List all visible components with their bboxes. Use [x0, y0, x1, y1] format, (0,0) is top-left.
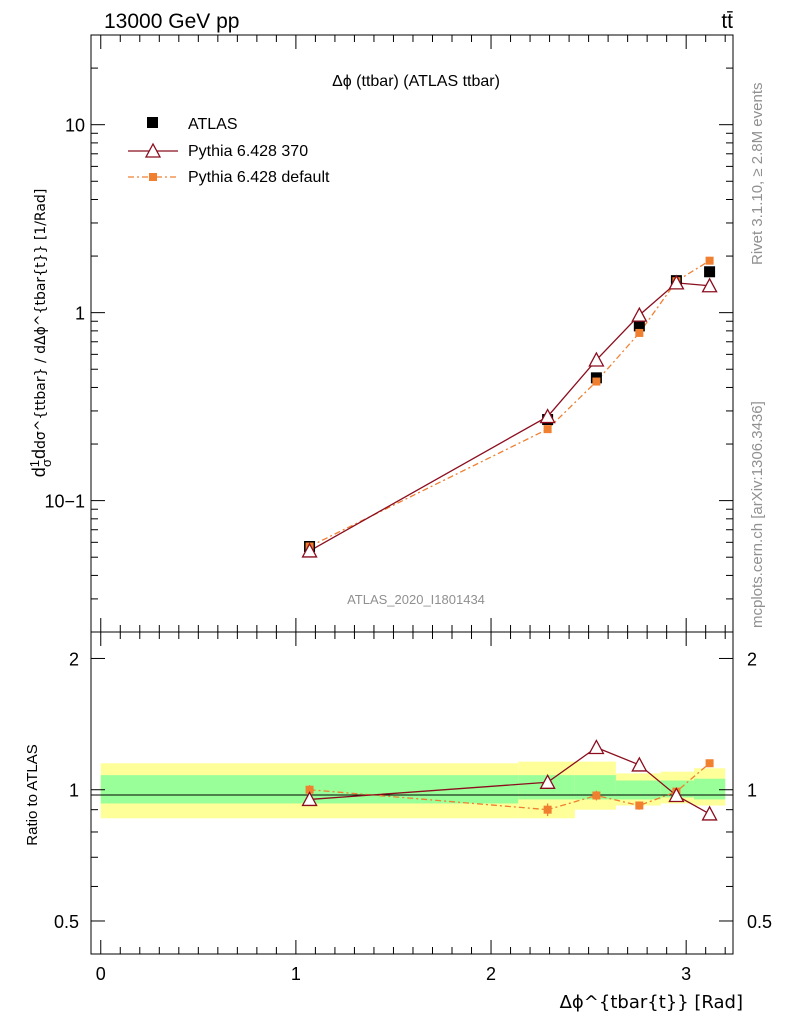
main-y-tick-label: 1 — [75, 304, 85, 324]
x-tick-label: 1 — [291, 964, 301, 984]
atlas-point — [633, 320, 645, 332]
ratio-370-point — [701, 805, 718, 821]
main-y-axis-label: d1σddσ^{ttbar} / dΔϕ^{tbar{t}} [1/Rad] — [27, 189, 54, 478]
ratio-default-point — [592, 791, 601, 800]
main-panel: 10−1 1 10 Δϕ (ttbar) (ATLAS ttbar) ATLAS_2… — [44, 34, 734, 633]
legend-default-marker — [149, 173, 157, 181]
ratio-y-tick-label-right: 2 — [747, 649, 757, 669]
legend-370-marker — [144, 142, 162, 158]
ratio-default-point — [305, 785, 314, 794]
ratio-370-point — [301, 791, 318, 807]
ratio-370-point — [631, 756, 648, 772]
ratio-y-tick-label-right: 1 — [747, 781, 757, 801]
ratio-frame — [90, 631, 734, 955]
process-label: tt̄ — [721, 10, 733, 33]
legend: ATLAS Pythia 6.428 370 Pythia 6.428 defa… — [128, 116, 330, 186]
y-label-expr: dσ^{ttbar} / dΔϕ^{tbar{t}} [1/Rad] — [33, 189, 49, 449]
ratio-y-tick-label: 2 — [69, 649, 79, 669]
ratio-y-label: Ratio to ATLAS — [24, 744, 41, 845]
energy-label: 13000 GeV pp — [104, 10, 239, 33]
ratio-y-tick-label: 1 — [69, 781, 79, 801]
x-axis-label: Δϕ^{tbar{t}} [Rad] — [560, 992, 743, 1013]
default-point — [705, 256, 714, 265]
legend-370: Pythia 6.428 370 — [188, 143, 308, 160]
ratio-default-point — [635, 801, 644, 810]
main-series-lines — [309, 260, 710, 552]
ratio-default-point — [705, 759, 714, 768]
ratio-370-point — [588, 739, 605, 755]
ratio-y-tick-label-right: 0.5 — [747, 912, 772, 932]
ratio-370-point — [668, 787, 685, 803]
x-tick-label: 0 — [96, 964, 106, 984]
ratio-y-tick-label: 0.5 — [54, 912, 79, 932]
source-label: mcplots.cern.ch [arXiv:1306.3436] — [749, 401, 766, 628]
ratio-band-green — [615, 780, 661, 800]
legend-default: Pythia 6.428 default — [188, 169, 330, 186]
default-point — [592, 377, 601, 386]
main-y-tick-label: 10−1 — [44, 492, 85, 512]
370-point — [701, 277, 718, 293]
370-point — [539, 408, 556, 424]
legend-atlas: ATLAS — [188, 116, 238, 133]
ratio-line-default — [309, 762, 711, 811]
ratio-band-green — [693, 778, 726, 800]
x-tick-label: 2 — [486, 964, 496, 984]
series-line-default — [309, 260, 710, 548]
svg-text:d1σddσ^{ttbar} / dΔϕ^{tbar{t}}: d1σddσ^{ttbar} / dΔϕ^{tbar{t}} [1/Rad] — [27, 189, 54, 478]
370-point — [668, 274, 685, 290]
ratio-panel: 0 1 2 3 0.5 0.5 1 1 2 2 — [54, 631, 772, 984]
analysis-label: ATLAS_2020_I1801434 — [347, 592, 485, 607]
ratio-axis-ticks: 0 1 2 3 0.5 0.5 1 1 2 2 — [54, 632, 772, 984]
atlas-point — [704, 266, 716, 278]
default-point — [635, 328, 644, 337]
ratio-default-point — [543, 805, 552, 814]
370-point — [301, 542, 318, 558]
ratio-uncertainty-bands — [100, 761, 726, 819]
main-axis-ticks: 10−1 1 10 — [44, 34, 733, 633]
legend-atlas-marker — [147, 117, 158, 128]
main-y-tick-label: 10 — [65, 116, 85, 136]
rivet-label: Rivet 3.1.10, ≥ 2.8M events — [749, 83, 766, 266]
ratio-370-point — [539, 773, 556, 789]
main-series-markers — [301, 256, 718, 558]
ratio-series-markers — [301, 739, 718, 821]
370-point — [588, 351, 605, 367]
plot-title: Δϕ (ttbar) (ATLAS ttbar) — [332, 73, 500, 90]
series-line-370 — [309, 282, 710, 552]
370-point — [631, 306, 648, 322]
x-tick-label: 3 — [681, 964, 691, 984]
default-point — [543, 425, 552, 434]
